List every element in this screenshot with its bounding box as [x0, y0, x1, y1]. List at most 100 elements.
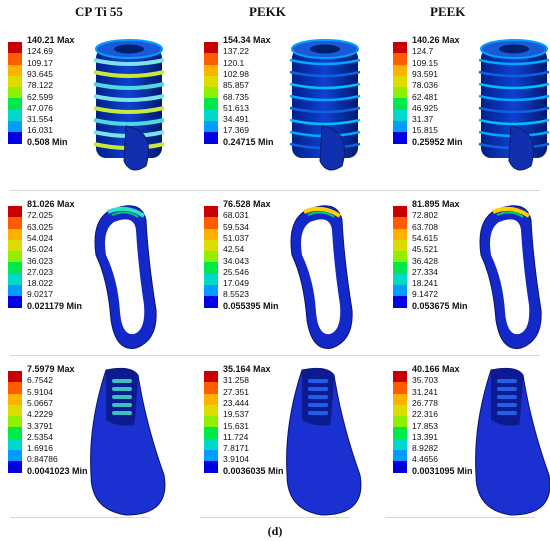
panel-implant-peek: 140.26 Max 124.7 109.15 93.591 78.036 62.481 4… [393, 36, 550, 196]
legend-tick-label: 78.036 [412, 80, 438, 91]
implant-model [289, 39, 361, 171]
bone-section-cavity [490, 219, 530, 335]
legend-swatch [8, 461, 22, 473]
legend-swatch [393, 273, 407, 286]
legend-tick-label: 54.615 [412, 232, 438, 243]
legend-tick-label: 59.534 [223, 221, 249, 232]
bone-block-model [286, 367, 362, 516]
legend-swatch [204, 75, 218, 88]
legend-min-label: 0.24715 Min [223, 136, 274, 147]
implant-thread [93, 58, 165, 66]
legend-swatch [393, 285, 407, 297]
implant-thread [289, 106, 361, 114]
legend-tick-label: 11.724 [223, 431, 249, 442]
legend-tick-label: 15.815 [412, 125, 438, 136]
bone-section-hotspot [303, 206, 342, 218]
legend-swatch [8, 64, 22, 76]
legend-tick-label: 93.645 [27, 68, 53, 79]
legend-tick-label: 35.703 [412, 375, 438, 386]
legend-min-label: 0.021179 Min [27, 300, 83, 311]
legend-swatch [204, 228, 218, 240]
legend-swatch [204, 42, 218, 54]
legend-tick-label: 16.031 [27, 125, 53, 136]
implant-model [93, 39, 165, 171]
legend-tick-label: 109.15 [412, 57, 438, 68]
legend-swatch [8, 206, 22, 218]
legend-tick-label: 93.591 [412, 68, 438, 79]
bone-block-thread-imprint [497, 387, 517, 391]
bone-block-thread-imprint [308, 387, 328, 391]
bone-block-thread-imprint [497, 395, 517, 399]
legend-tick-label: 18.241 [412, 278, 438, 289]
legend-swatch [8, 132, 22, 144]
implant-thread [478, 58, 550, 66]
legend-swatch [204, 53, 218, 65]
implant-thread [289, 118, 361, 126]
legend-swatch [393, 109, 407, 122]
legend-swatch [8, 42, 22, 54]
legend-swatch [8, 427, 22, 439]
implant-thread [289, 70, 361, 78]
legend-swatch [393, 206, 407, 218]
bone-block-thread-imprint [112, 379, 132, 383]
legend-swatch [393, 217, 407, 229]
legend-tick-label: 26.778 [412, 397, 438, 408]
bottom-separator [10, 517, 150, 518]
legend-tick-label: 42.54 [223, 244, 245, 255]
legend-tick-label: 4.4656 [412, 454, 438, 465]
legend-swatch [393, 251, 407, 263]
legend-max-label: 76.528 Max [223, 199, 271, 209]
legend-colorbar [393, 42, 407, 144]
legend-swatch [204, 251, 218, 263]
implant-thread [289, 82, 361, 90]
implant-apex-fin [319, 125, 345, 171]
legend-tick-label: 36.428 [412, 255, 438, 266]
implant-thread [478, 94, 550, 102]
legend-tick-label: 17.369 [223, 125, 249, 136]
panel-bone-block-pekk: 35.164 Max 31.258 27.351 23.444 19.537 15.631… [204, 365, 374, 525]
legend-tick-label: 15.631 [223, 420, 249, 431]
legend-swatch [204, 296, 218, 308]
legend-max-label: 40.166 Max [412, 364, 460, 374]
legend-swatch [393, 98, 407, 110]
legend-tick-label: 51.037 [223, 232, 249, 243]
bone-section-gradient [307, 211, 335, 218]
legend-min-label: 0.25952 Min [412, 136, 463, 147]
legend-swatch [8, 121, 22, 133]
bottom-separator [200, 517, 350, 518]
legend-tick-label: 45.521 [412, 244, 438, 255]
legend-tick-label: 124.7 [412, 46, 434, 57]
bone-block-thread-imprint [308, 379, 328, 383]
legend-swatch [8, 404, 22, 417]
legend-swatch [8, 382, 22, 394]
legend-swatch [204, 371, 218, 383]
column-title-peek: PEEK [430, 4, 466, 19]
bone-block-thread-imprint [112, 395, 132, 399]
legend-tick-label: 47.076 [27, 102, 53, 113]
legend-swatch [204, 382, 218, 394]
legend-swatch [204, 239, 218, 252]
legend-swatch [393, 75, 407, 88]
column-title-cp-ti-55: CP Ti 55 [75, 4, 123, 19]
legend-swatch [8, 75, 22, 88]
legend-tick-label: 8.9282 [412, 443, 438, 454]
legend-tick-label: 0.84786 [27, 454, 58, 465]
legend-swatch [393, 53, 407, 65]
legend-tick-label: 5.9104 [27, 386, 53, 397]
legend-tick-label: 54.024 [27, 232, 53, 243]
legend-tick-label: 19.537 [223, 409, 249, 420]
legend-colorbar [393, 371, 407, 473]
bone-block-thread-imprint [497, 379, 517, 383]
implant-thread [289, 58, 361, 66]
implant-thread [289, 94, 361, 102]
bone-section-hotspot [492, 206, 531, 218]
legend-tick-label: 102.98 [223, 68, 249, 79]
legend-swatch [8, 228, 22, 240]
legend-tick-label: 63.708 [412, 221, 438, 232]
legend-tick-label: 137.22 [223, 46, 249, 57]
implant-thread [93, 82, 165, 90]
legend-swatch [8, 98, 22, 110]
legend-max-label: 140.21 Max [27, 35, 75, 45]
legend-swatch [204, 416, 218, 428]
legend-tick-label: 6.7542 [27, 375, 53, 386]
